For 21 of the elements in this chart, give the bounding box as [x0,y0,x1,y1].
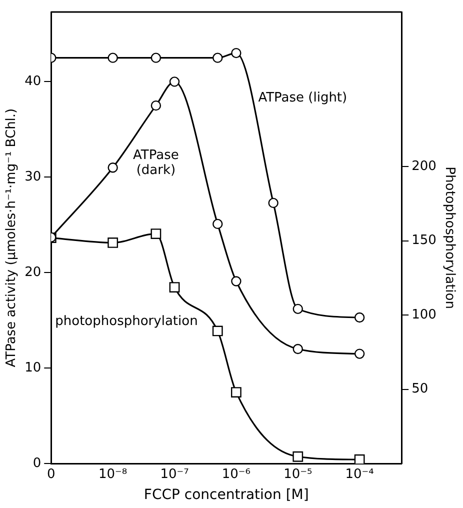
y-tick-label: 40 [24,74,42,90]
y2-tick-label: 100 [412,307,436,322]
y-tick-label: 20 [24,265,42,280]
y2-axis-title: Photophosphorylation [442,166,457,309]
x-tick-label: 10⁻⁵ [284,466,312,482]
x-tick-label: 0 [47,466,56,482]
y2-tick-label: 200 [412,158,436,174]
x-tick-label: 10⁻⁸ [98,466,128,482]
x-tick-label: 10⁻⁴ [345,466,374,482]
x-axis-title: FCCP concentration [M] [144,487,309,504]
y2-tick-label: 150 [412,233,436,248]
x-tick-label: 10⁻⁷ [160,466,189,482]
y-tick-label: 10 [24,360,42,376]
y-axis-title: ATPase activity (μmoles·h⁻¹·mg⁻¹ BChl.) [4,108,20,368]
series-label: ATPase (dark) [133,148,179,178]
y-tick-label: 0 [32,456,42,471]
x-tick-label: 10⁻⁶ [222,466,251,482]
y2-tick-label: 50 [412,382,428,397]
y-tick-label: 30 [24,170,42,185]
series-label: ATPase (light) [258,90,348,106]
series-label: photophosphorylation [55,314,198,330]
